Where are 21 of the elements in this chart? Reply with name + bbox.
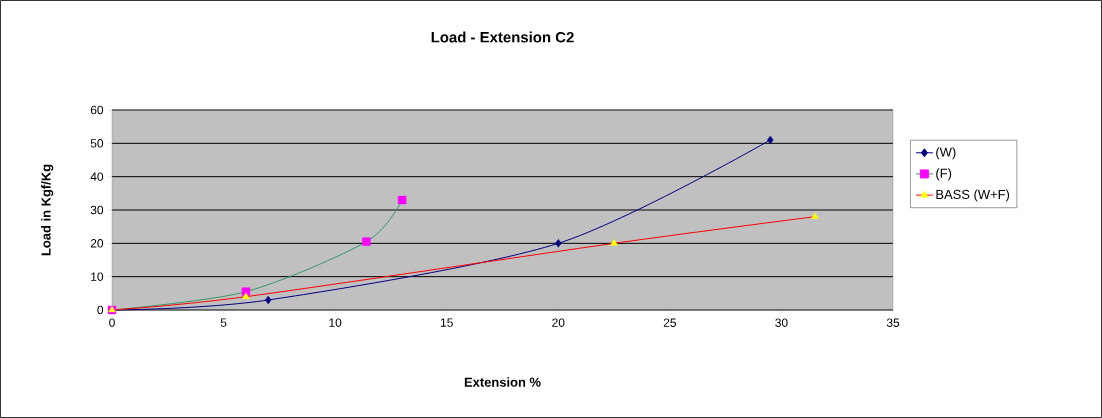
x-tick-label: 15 [440, 318, 453, 327]
legend-label: BASS (W+F) [936, 189, 1010, 202]
x-tick-label: 10 [329, 318, 342, 327]
x-axis-title: Extension % [464, 377, 541, 387]
y-tick-label: 10 [91, 272, 104, 281]
y-tick-label: 20 [90, 239, 104, 248]
legend-label: (W) [936, 147, 956, 160]
y-tick-label: 50 [90, 139, 104, 148]
y-tick-label: 0 [97, 305, 104, 315]
x-tick-label: 30 [775, 318, 788, 327]
y-tick-label: 30 [90, 205, 104, 215]
x-tick-label: 20 [552, 318, 565, 327]
x-tick-label: 35 [886, 318, 900, 327]
x-tick-label: 5 [220, 318, 227, 327]
x-tick-label: 25 [663, 318, 677, 327]
x-tick-label: 0 [109, 318, 115, 327]
y-axis-title: Load in Kgf/Kg [41, 164, 54, 256]
legend-label: (F) [936, 168, 952, 181]
y-tick-label: 40 [90, 172, 104, 181]
y-tick-label: 60 [90, 105, 104, 115]
chart-title: Load - Extension C2 [431, 31, 574, 43]
